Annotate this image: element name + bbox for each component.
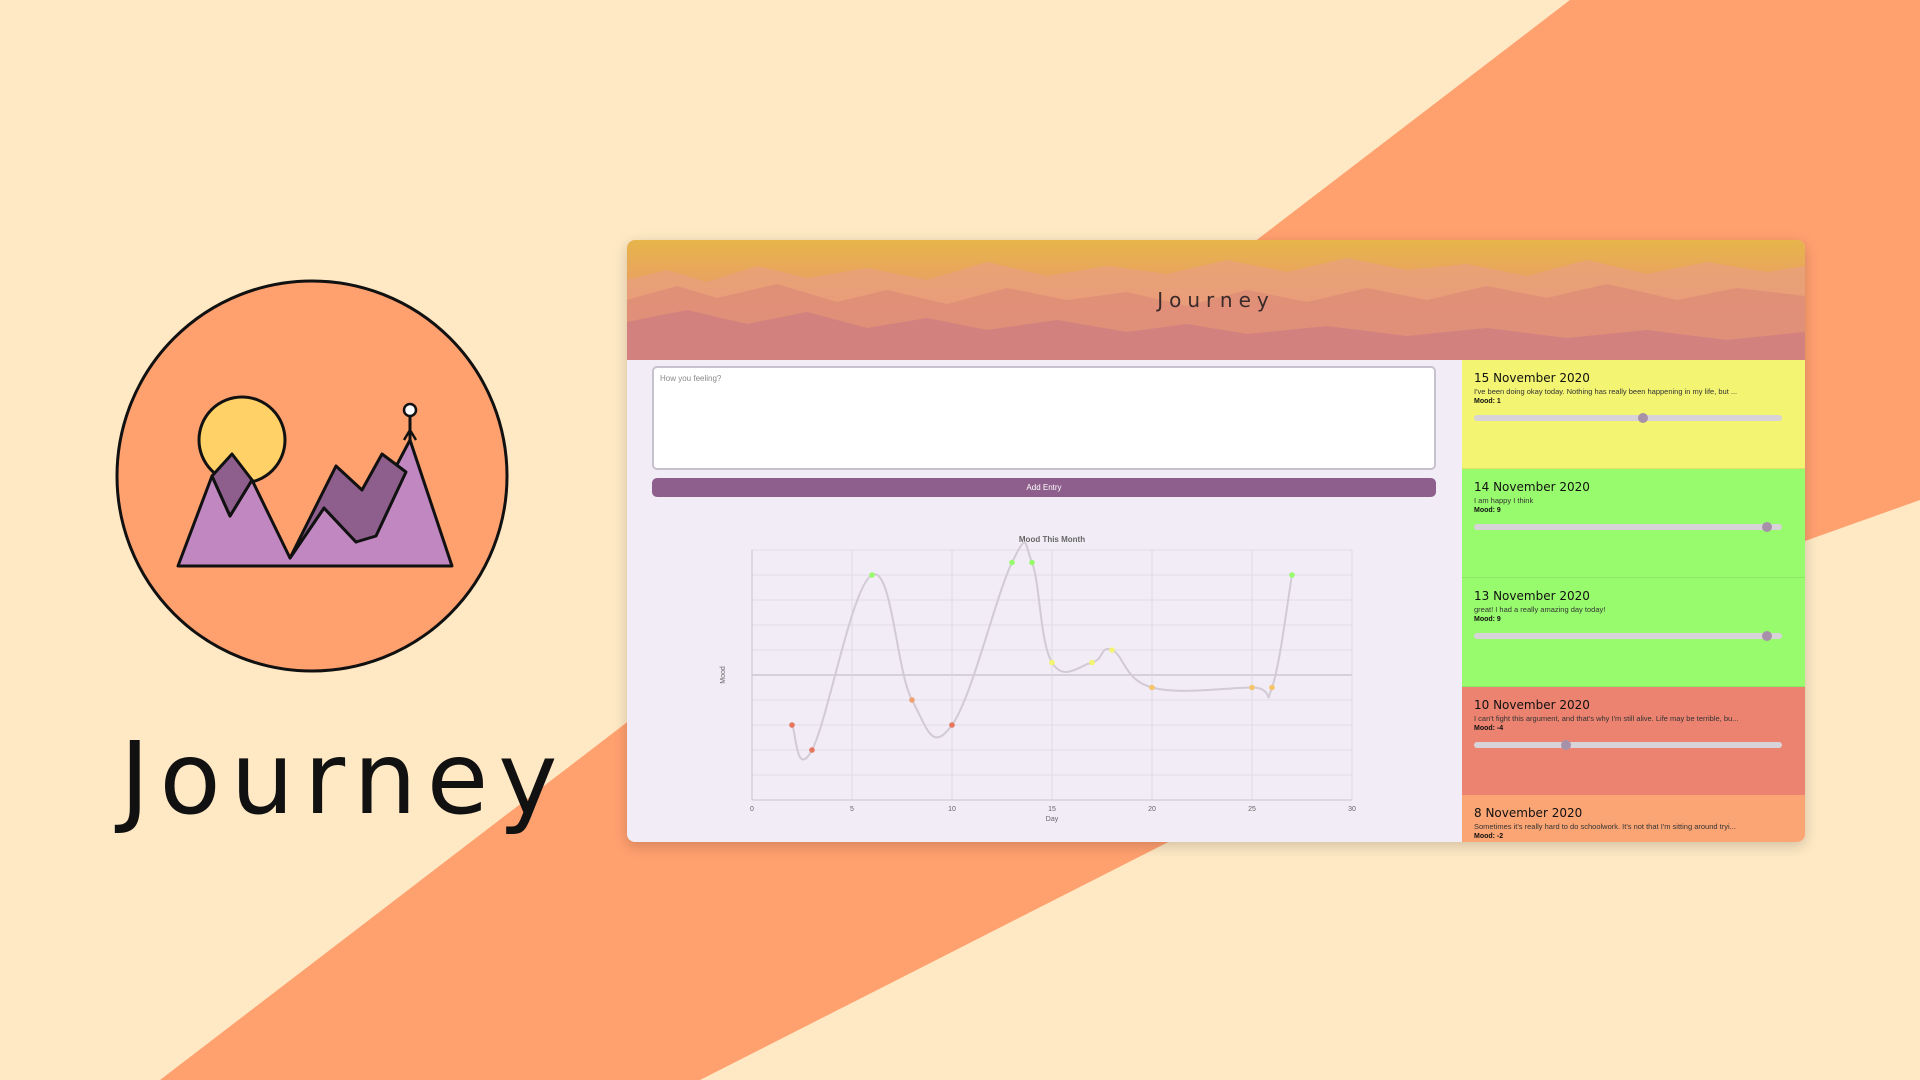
entry-card[interactable]: 15 November 2020 I've been doing okay tod… [1462,360,1805,469]
y-axis-label: Mood [720,666,727,684]
x-tick-label: 5 [850,806,854,813]
hiker-legs-icon [402,427,418,441]
entry-card[interactable]: 8 November 2020 Sometimes it's really har… [1462,795,1805,842]
x-tick-label: 10 [948,806,956,813]
mood-point[interactable] [1009,559,1015,566]
mood-point[interactable] [1109,647,1115,653]
entry-card[interactable]: 14 November 2020 I am happy I think Mood: … [1462,469,1805,578]
mood-point[interactable] [1029,559,1035,566]
mood-slider-thumb[interactable] [1761,631,1772,641]
entry-date: 8 November 2020 [1474,806,1583,820]
brand-wordmark: Journey [120,720,568,837]
entry-card[interactable]: 10 November 2020 I can't fight this argum… [1462,687,1805,796]
entry-mood-label: Mood: 9 [1474,616,1501,623]
chart-title: Mood This Month [1019,535,1085,544]
mood-point[interactable] [1289,572,1295,578]
entry-text: great! I had a really amazing day today! [1474,605,1606,614]
chart-grid [751,549,1353,801]
mood-point[interactable] [1049,659,1055,666]
banner-mountains [627,240,1805,360]
x-tick-label: 20 [1148,806,1156,813]
entry-card[interactable]: 13 November 2020 great! I had a really am… [1462,578,1805,687]
chart-ticks: 0 5 10 15 20 25 30 [750,806,1356,813]
mood-point[interactable] [1269,684,1275,691]
mood-point[interactable] [809,747,815,753]
x-tick-label: 30 [1348,806,1356,813]
entry-mood-label: Mood: -4 [1474,725,1504,732]
mood-slider[interactable] [1474,522,1782,532]
entry-date: 10 November 2020 [1474,698,1590,712]
entry-date: 13 November 2020 [1474,589,1590,603]
mood-point[interactable] [1149,684,1155,691]
mood-slider-thumb[interactable] [1761,522,1772,532]
entries-list: 15 November 2020 I've been doing okay tod… [1462,360,1805,842]
mountain-ridge-icon [288,452,408,560]
entry-mood-label: Mood: 9 [1474,507,1501,514]
mood-point[interactable] [1089,659,1095,666]
app-window: Journey Add Entry Mood This Month 0 5 10 15… [627,240,1805,842]
entry-mood-label: Mood: -2 [1474,833,1504,840]
mood-point[interactable] [949,722,955,728]
entry-text: Sometimes it's really hard to do schoolw… [1474,822,1736,831]
x-tick-label: 15 [1048,806,1056,813]
mountain-shadow-icon [210,452,254,518]
app-title: Journey [1157,288,1275,312]
entry-mood-label: Mood: 1 [1474,398,1501,405]
mood-point[interactable] [869,572,875,578]
entry-text: I can't fight this argument, and that's … [1474,714,1739,723]
mood-point[interactable] [789,722,795,728]
mood-slider-thumb[interactable] [1638,413,1649,423]
entry-input[interactable] [652,366,1436,470]
entry-date: 14 November 2020 [1474,480,1590,494]
hiker-head-icon [402,402,418,418]
logo-circle [115,279,509,673]
mood-point[interactable] [1249,684,1255,691]
journey-logo [115,279,509,673]
entry-text: I am happy I think [1474,496,1534,505]
add-entry-button[interactable]: Add Entry [652,478,1436,497]
entry-date: 15 November 2020 [1474,371,1590,385]
mood-slider[interactable] [1474,413,1782,423]
entry-text: I've been doing okay today. Nothing has … [1474,387,1738,396]
mood-points [789,559,1295,753]
banner-ridge-near [627,310,1805,360]
mood-slider-thumb[interactable] [1561,740,1572,750]
mood-slider[interactable] [1474,740,1782,750]
mood-chart: Mood This Month 0 5 10 15 20 25 30 Day Mood [720,535,1356,823]
x-axis-label: Day [1046,816,1059,823]
mood-slider[interactable] [1474,631,1782,641]
x-tick-label: 0 [750,806,754,813]
x-tick-label: 25 [1248,806,1256,813]
mood-point[interactable] [909,697,915,703]
